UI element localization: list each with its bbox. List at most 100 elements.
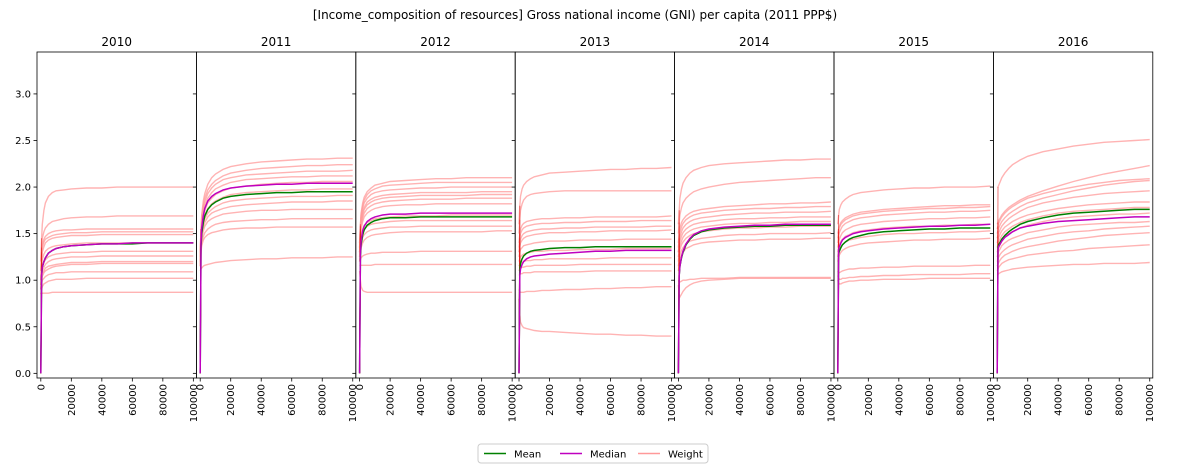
x-tick-label: 80000	[318, 384, 329, 416]
weight-line	[837, 223, 991, 253]
weight-line	[358, 186, 513, 248]
weight-line	[837, 185, 991, 225]
x-tick-label: 40000	[97, 384, 108, 416]
median-line	[358, 212, 513, 374]
weight-line	[677, 158, 831, 225]
x-tick-label: 20000	[226, 384, 237, 416]
x-tick-label: 40000	[576, 384, 587, 416]
weight-line	[996, 220, 1150, 258]
weight-line	[358, 197, 513, 253]
weight-line	[518, 298, 672, 337]
weight-line	[199, 256, 353, 272]
weight-line	[199, 194, 353, 262]
panel-2013: 2013 0 20000 40000 60000 80000 100000	[511, 35, 678, 422]
y-tick-label: 2.0	[15, 183, 31, 194]
weight-line	[358, 270, 513, 293]
x-tick-label: 60000	[925, 384, 936, 416]
weight-line	[837, 209, 991, 243]
panel-2010: 2010 0.0 0.5 1.0 1.5 2.0 2.5 3.0 0 20000 40000 6000…	[15, 35, 200, 422]
weight-line	[358, 191, 513, 248]
panel-2016: 2016 0 20000 40000 60000 80000 100000	[989, 35, 1156, 422]
weight-line	[996, 164, 1150, 225]
mean-line	[837, 227, 991, 374]
x-tick-label: 20000	[1023, 384, 1034, 416]
weight-line	[518, 229, 672, 253]
legend-frame	[477, 443, 709, 464]
x-tick-label: 60000	[447, 384, 458, 416]
weight-line	[677, 201, 831, 243]
weight-line	[996, 190, 1150, 239]
x-tick-label: 100000	[1145, 384, 1156, 422]
x-tick-label: 100000	[508, 384, 519, 422]
y-tick-label: 1.0	[15, 276, 31, 287]
weight-line	[40, 186, 194, 262]
weight-line	[837, 277, 991, 285]
legend-mean: Mean	[484, 450, 541, 461]
mean-line	[358, 216, 513, 374]
x-tick-label: 0	[36, 384, 47, 390]
weight-line	[837, 216, 991, 248]
panel-title: 2016	[1058, 35, 1089, 49]
series-group	[518, 166, 672, 374]
panels: 2010 0.0 0.5 1.0 1.5 2.0 2.5 3.0 0 20000 40000 6000…	[15, 35, 1156, 422]
weight-line	[518, 215, 672, 243]
panel-2011: 2011 0 20000 40000 60000 80000 100000	[192, 35, 359, 422]
panel-2014: 2014 0 20000 40000 60000 80000 100000	[671, 35, 837, 422]
panel-frame	[514, 51, 676, 379]
panel-title: 2010	[101, 35, 132, 49]
legend-label: Weight	[668, 450, 703, 461]
panel-frame	[674, 51, 835, 379]
weight-line	[677, 210, 831, 253]
weight-line	[837, 204, 991, 234]
series-group	[996, 138, 1150, 374]
panel-title: 2015	[898, 35, 929, 49]
weight-line	[518, 238, 672, 258]
weight-line	[996, 206, 1150, 248]
weight-line	[996, 178, 1150, 230]
x-tick-label: 0	[993, 384, 1004, 390]
median-line	[837, 223, 991, 374]
legend: Mean Median Weight	[477, 443, 709, 464]
y-tick-label: 3.0	[15, 89, 31, 100]
series-group	[358, 177, 513, 374]
weight-line	[518, 286, 672, 293]
weight-line	[40, 233, 194, 281]
weight-line	[359, 263, 513, 267]
legend-median: Median	[560, 450, 626, 461]
weight-line	[40, 228, 194, 271]
x-tick-label: 100000	[826, 384, 837, 422]
weight-line	[837, 264, 991, 274]
weight-line	[518, 270, 672, 276]
x-tick-label: 0	[196, 384, 207, 390]
x-tick-label: 60000	[765, 384, 776, 416]
x-tick-label: 80000	[477, 384, 488, 416]
x-tick-label: 80000	[1115, 384, 1126, 416]
panel-title: 2011	[261, 35, 292, 49]
median-line	[40, 242, 194, 374]
median-line	[199, 182, 353, 374]
panel-title: 2014	[739, 35, 770, 49]
weight-line	[996, 261, 1150, 276]
weight-line	[40, 255, 194, 285]
panel-frame	[993, 51, 1154, 379]
weight-line	[40, 291, 194, 295]
x-tick-label: 0	[674, 384, 685, 390]
panel-2015: 2015 0 20000 40000 60000 80000 100000	[830, 35, 997, 422]
x-tick-label: 100000	[667, 384, 678, 422]
panel-title: 2012	[420, 35, 451, 49]
y-tick-label: 1.5	[15, 229, 31, 240]
weight-line	[40, 260, 194, 290]
weight-line	[677, 277, 831, 299]
weight-line	[199, 188, 353, 262]
x-tick-label: 20000	[864, 384, 875, 416]
y-tick-label: 0.0	[15, 369, 31, 380]
weight-line	[199, 175, 353, 257]
x-tick-label: 40000	[735, 384, 746, 416]
weight-line	[677, 237, 831, 271]
weight-line	[358, 250, 513, 262]
median-line	[996, 216, 1150, 374]
chart-title: [Income_composition of resources] Gross …	[313, 8, 837, 22]
x-tick-label: 60000	[1084, 384, 1095, 416]
weight-line	[837, 273, 991, 280]
weight-line	[997, 138, 1150, 188]
